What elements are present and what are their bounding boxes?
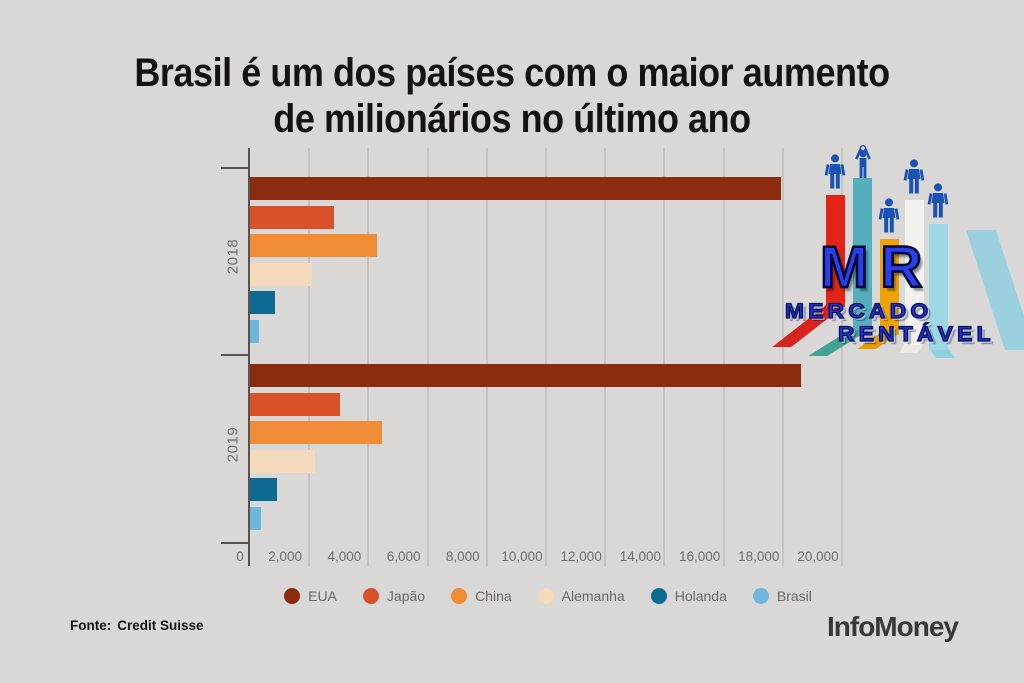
- y-axis-boundary-tick: [221, 542, 250, 544]
- logo-word-mercado: MERCADO: [784, 300, 933, 323]
- x-gridline: [781, 148, 784, 566]
- logo-bar-4: [929, 224, 948, 350]
- mr-monogram: MR: [819, 235, 935, 300]
- logo-bar-3: [905, 200, 924, 345]
- chart-title-line1: Brasil é um dos países com o maior aumen…: [134, 51, 890, 95]
- legend-item-EUA: EUA: [284, 588, 337, 604]
- x-axis-tick-label: 18,000: [738, 549, 780, 564]
- y-axis-boundary-tick: [221, 167, 250, 169]
- legend-item-Brasil: Brasil: [752, 588, 812, 604]
- x-gridline: [722, 148, 725, 566]
- legend-item-Japão: Japão: [362, 588, 426, 604]
- legend-label-China: China: [475, 588, 512, 604]
- chart-title-line2: de milionários no último ano: [273, 97, 751, 141]
- infomoney-logo: InfoMoney: [827, 611, 959, 642]
- x-axis-tick-label: 14,000: [619, 549, 662, 564]
- x-axis-tick-label: 16,000: [678, 549, 721, 564]
- person-icon-2: [876, 198, 902, 244]
- x-axis-tick-label: 8,000: [445, 549, 480, 564]
- legend-item-Holanda: Holanda: [650, 588, 727, 604]
- y-axis-group-label-2018: 2018: [224, 238, 242, 275]
- x-gridline: [663, 148, 666, 566]
- legend-label-Holanda: Holanda: [674, 588, 727, 604]
- x-axis-tick-label: 20,000: [797, 549, 839, 564]
- legend-swatch-Brasil: [752, 588, 769, 604]
- source-value: Credit Suisse: [117, 618, 204, 633]
- x-gridline: [545, 148, 547, 566]
- person-icon-3: [901, 159, 927, 205]
- x-axis-tick-label: 10,000: [501, 549, 543, 564]
- legend-swatch-Alemanha: [537, 588, 554, 604]
- bar-Holanda-2019: [250, 478, 277, 502]
- legend-swatch-China: [451, 588, 468, 604]
- source-label: Fonte:: [70, 618, 112, 633]
- x-axis-tick-label: 0: [236, 549, 244, 564]
- bar-Japão-2018: [250, 205, 334, 229]
- logo-bar-0: [826, 195, 845, 307]
- legend-label-Japão: Japão: [386, 588, 426, 604]
- bar-Alemanha-2018: [250, 262, 312, 286]
- x-axis-tick-label: 12,000: [560, 549, 602, 564]
- legend-swatch-Holanda: [650, 588, 667, 604]
- bar-EUA-2018: [250, 177, 781, 200]
- x-gridline: [426, 148, 429, 566]
- chart-legend: EUA Japão China Alemanha Holanda Brasil: [250, 588, 846, 604]
- x-gridline: [841, 148, 843, 566]
- legend-item-China: China: [451, 588, 512, 604]
- bar-Japão-2019: [250, 392, 340, 416]
- x-axis-tick-label: 4,000: [327, 549, 362, 564]
- legend-swatch-EUA: [284, 588, 301, 604]
- bar-China-2019: [250, 421, 382, 445]
- x-axis-tick-label: 2,000: [268, 549, 303, 564]
- source-note: Fonte: Credit Suisse: [70, 618, 210, 633]
- person-icon-0: [822, 154, 848, 200]
- bar-Brasil-2019: [250, 507, 261, 530]
- x-axis-tick-label: 6,000: [386, 549, 421, 564]
- bar-China-2018: [250, 234, 377, 258]
- y-axis-group-label-2019: 2019: [224, 426, 242, 463]
- logo-bar-2: [880, 239, 899, 335]
- person-icon-4: [925, 183, 951, 229]
- y-axis-line: [248, 148, 250, 566]
- bar-Holanda-2018: [250, 291, 275, 315]
- bar-EUA-2019: [250, 364, 801, 387]
- y-axis-boundary-tick: [221, 354, 250, 356]
- legend-label-Brasil: Brasil: [776, 588, 812, 604]
- legend-item-Alemanha: Alemanha: [537, 588, 625, 604]
- legend-label-EUA: EUA: [308, 588, 337, 604]
- bar-Alemanha-2019: [250, 449, 315, 473]
- x-gridline: [367, 148, 370, 566]
- legend-label-Alemanha: Alemanha: [561, 588, 625, 604]
- logo-word-rentavel: RENTÁVEL: [837, 323, 995, 346]
- logo-bar-1: [853, 178, 872, 330]
- mercado-rentavel-logo: MR MERCADO RENTÁVEL: [770, 144, 1024, 363]
- x-gridline: [308, 148, 311, 566]
- x-gridline: [485, 148, 488, 566]
- chart-title: Brasil é um dos países com o maior aumen…: [51, 50, 973, 142]
- x-gridline: [604, 148, 607, 566]
- person-icon-1: [848, 144, 878, 184]
- bar-Brasil-2018: [250, 320, 259, 343]
- legend-swatch-Japão: [362, 588, 379, 604]
